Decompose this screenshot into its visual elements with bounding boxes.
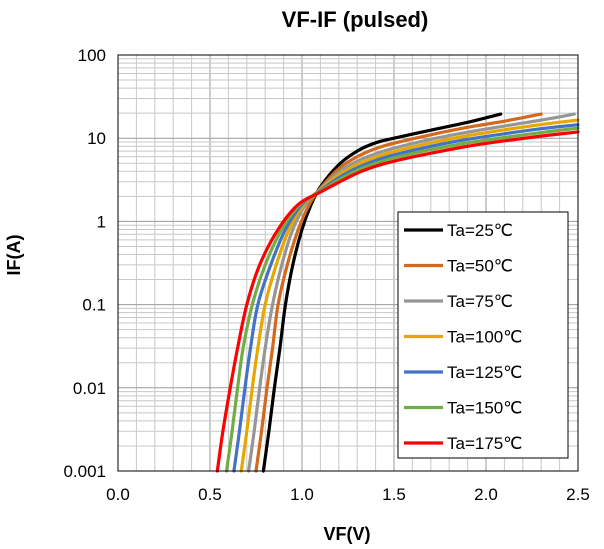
legend-label: Ta=175℃ — [447, 434, 522, 453]
y-tick-label: 100 — [78, 46, 106, 65]
series-lines — [215, 112, 580, 473]
y-axis-label: IF(A) — [4, 235, 24, 276]
x-tick-label: 0.5 — [198, 485, 222, 504]
y-tick-label: 0.1 — [82, 296, 106, 315]
x-tick-label: 1.5 — [382, 485, 406, 504]
y-tick-labels: 0.001 0.01 0.1 1 10 100 — [63, 46, 106, 481]
legend-label: Ta=125℃ — [447, 363, 522, 382]
x-tick-labels: 0.0 0.5 1.0 1.5 2.0 2.5 — [106, 485, 590, 504]
legend: Ta=25℃ Ta=50℃ Ta=75℃ Ta=100℃ Ta=125℃ Ta=150℃ T… — [397, 211, 569, 459]
legend-label: Ta=50℃ — [447, 257, 513, 276]
x-axis-label: VF(V) — [324, 524, 371, 544]
y-tick-label: 1 — [97, 212, 106, 231]
x-tick-label: 2.0 — [474, 485, 498, 504]
y-tick-label: 0.01 — [73, 379, 106, 398]
series-line-7 — [215, 130, 580, 473]
plot-frame — [117, 54, 579, 472]
legend-label: Ta=75℃ — [447, 292, 513, 311]
y-tick-label: 10 — [87, 129, 106, 148]
legend-label: Ta=100℃ — [447, 328, 522, 347]
chart-title: VF-IF (pulsed) — [282, 7, 429, 32]
y-tick-label: 0.001 — [63, 462, 106, 481]
legend-label: Ta=25℃ — [447, 221, 513, 240]
x-tick-label: 1.0 — [290, 485, 314, 504]
x-tick-label: 0.0 — [106, 485, 130, 504]
legend-label: Ta=150℃ — [447, 399, 522, 418]
x-tick-label: 2.5 — [566, 485, 590, 504]
